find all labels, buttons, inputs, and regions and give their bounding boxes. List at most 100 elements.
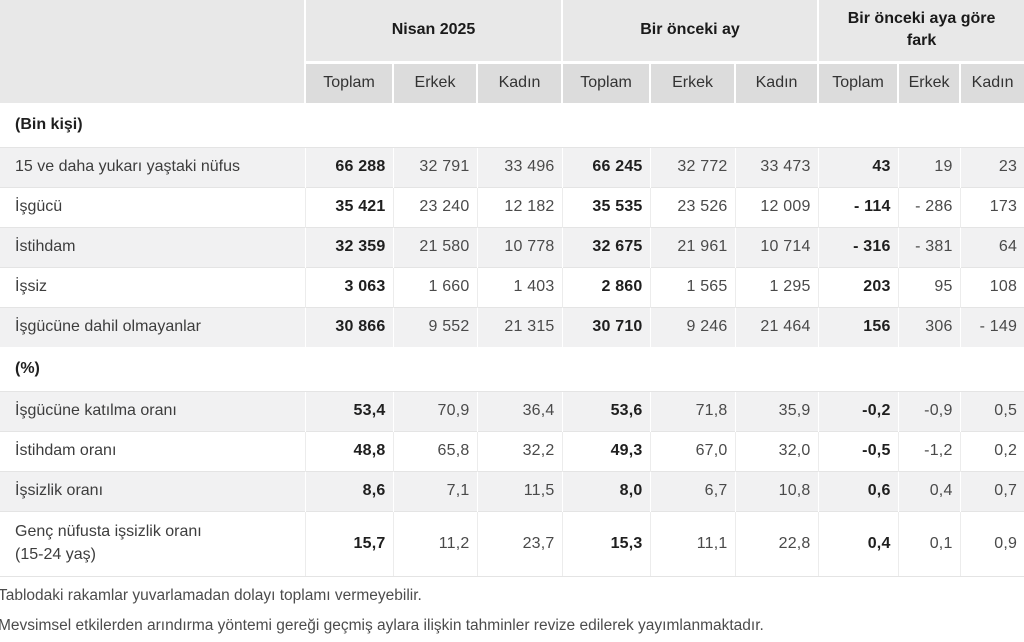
value-cell: 23,7 bbox=[476, 510, 563, 577]
subheader-kadin: Kadın bbox=[959, 60, 1024, 103]
value-cell: 19 bbox=[897, 146, 961, 187]
value-cell: 64 bbox=[959, 226, 1024, 267]
value-cell: 33 473 bbox=[734, 146, 819, 187]
row-label: İşsizlik oranı bbox=[0, 470, 305, 511]
labour-statistics-table: Nisan 2025 Bir önceki ay Bir önceki aya … bbox=[0, 0, 1024, 577]
subheader-erkek: Erkek bbox=[897, 60, 961, 103]
subheader-toplam: Toplam bbox=[561, 60, 651, 103]
table-row: İşgücüne katılma oranı 53,4 70,9 36,4 53… bbox=[0, 390, 1024, 431]
table-row: 15 ve daha yukarı yaştaki nüfus 66 288 3… bbox=[0, 146, 1024, 187]
value-cell: -0,2 bbox=[817, 390, 899, 431]
value-cell: 33 496 bbox=[476, 146, 563, 187]
value-cell: 10,8 bbox=[734, 470, 819, 511]
value-cell: 23 240 bbox=[392, 186, 477, 227]
row-label: 15 ve daha yukarı yaştaki nüfus bbox=[0, 146, 305, 187]
value-cell: 35 535 bbox=[561, 186, 651, 227]
value-cell: 0,6 bbox=[817, 470, 899, 511]
value-cell: 21 961 bbox=[649, 226, 736, 267]
value-cell: 2 860 bbox=[561, 266, 651, 307]
value-cell: 32 791 bbox=[392, 146, 477, 187]
row-label: İşgücüne dahil olmayanlar bbox=[0, 306, 305, 347]
value-cell: 10 714 bbox=[734, 226, 819, 267]
value-cell: 8,6 bbox=[304, 470, 393, 511]
value-cell: 1 660 bbox=[392, 266, 477, 307]
value-cell: 71,8 bbox=[649, 390, 736, 431]
value-cell: - 381 bbox=[897, 226, 961, 267]
value-cell: 12 009 bbox=[734, 186, 819, 227]
value-cell: 23 bbox=[959, 146, 1024, 187]
value-cell: 0,4 bbox=[817, 510, 899, 577]
value-cell: 108 bbox=[959, 266, 1024, 307]
value-cell: 66 288 bbox=[304, 146, 393, 187]
value-cell: 22,8 bbox=[734, 510, 819, 577]
value-cell: 32 772 bbox=[649, 146, 736, 187]
subheader-toplam: Toplam bbox=[304, 60, 393, 103]
value-cell: 8,0 bbox=[561, 470, 651, 511]
footnotes: Tablodaki rakamlar yuvarlamadan dolayı t… bbox=[0, 577, 1024, 636]
value-cell: 0,4 bbox=[897, 470, 961, 511]
value-cell: 3 063 bbox=[304, 266, 393, 307]
value-cell: 21 464 bbox=[734, 306, 819, 347]
value-cell: 0,9 bbox=[959, 510, 1024, 577]
value-cell: 66 245 bbox=[561, 146, 651, 187]
column-group-difference: Bir önceki aya göre fark bbox=[817, 0, 1024, 62]
value-cell: 0,5 bbox=[959, 390, 1024, 431]
value-cell: 23 526 bbox=[649, 186, 736, 227]
value-cell: 32,2 bbox=[476, 430, 563, 471]
value-cell: 15,7 bbox=[304, 510, 393, 577]
value-cell: 9 246 bbox=[649, 306, 736, 347]
row-label-line2: (15-24 yaş) bbox=[15, 545, 96, 563]
subheader-erkek: Erkek bbox=[392, 60, 477, 103]
column-group-nisan-2025: Nisan 2025 bbox=[303, 0, 563, 62]
section-title: (%) bbox=[0, 347, 1024, 391]
value-cell: 32 359 bbox=[304, 226, 393, 267]
value-cell: 306 bbox=[897, 306, 961, 347]
column-subheader-row: Toplam Erkek Kadın Toplam Erkek Kadın To… bbox=[0, 60, 1024, 103]
value-cell: 21 580 bbox=[392, 226, 477, 267]
value-cell: 11,2 bbox=[392, 510, 477, 577]
value-cell: 0,2 bbox=[959, 430, 1024, 471]
row-label: İstihdam oranı bbox=[0, 430, 305, 471]
value-cell: 53,6 bbox=[561, 390, 651, 431]
value-cell: 30 710 bbox=[561, 306, 651, 347]
table-row: İşgücü 35 421 23 240 12 182 35 535 23 52… bbox=[0, 186, 1024, 227]
value-cell: 48,8 bbox=[304, 430, 393, 471]
footnote-revision: Mevsimsel etkilerden arındırma yöntemi g… bbox=[0, 616, 764, 634]
column-group-previous-month: Bir önceki ay bbox=[561, 0, 819, 62]
value-cell: 35,9 bbox=[734, 390, 819, 431]
table-row: İşgücüne dahil olmayanlar 30 866 9 552 2… bbox=[0, 306, 1024, 347]
table-row: İşsiz 3 063 1 660 1 403 2 860 1 565 1 29… bbox=[0, 266, 1024, 307]
value-cell: 1 295 bbox=[734, 266, 819, 307]
section-title: (Bin kişi) bbox=[0, 103, 1024, 147]
value-cell: 12 182 bbox=[476, 186, 563, 227]
row-label: Genç nüfusta işsizlik oranı (15-24 yaş) bbox=[0, 510, 305, 577]
value-cell: - 316 bbox=[817, 226, 899, 267]
row-label: İşsiz bbox=[0, 266, 305, 307]
subheader-toplam: Toplam bbox=[817, 60, 899, 103]
value-cell: 11,1 bbox=[649, 510, 736, 577]
value-cell: 53,4 bbox=[304, 390, 393, 431]
value-cell: 35 421 bbox=[304, 186, 393, 227]
section-header-row-bin-kisi: (Bin kişi) bbox=[0, 103, 1024, 147]
value-cell: -0,9 bbox=[897, 390, 961, 431]
value-cell: 43 bbox=[817, 146, 899, 187]
value-cell: 1 565 bbox=[649, 266, 736, 307]
value-cell: 67,0 bbox=[649, 430, 736, 471]
row-label: İstihdam bbox=[0, 226, 305, 267]
row-label: İşgücü bbox=[0, 186, 305, 227]
subheader-erkek: Erkek bbox=[649, 60, 736, 103]
value-cell: 36,4 bbox=[476, 390, 563, 431]
value-cell: 32 675 bbox=[561, 226, 651, 267]
value-cell: - 114 bbox=[817, 186, 899, 227]
value-cell: - 286 bbox=[897, 186, 961, 227]
value-cell: 30 866 bbox=[304, 306, 393, 347]
value-cell: 0,1 bbox=[897, 510, 961, 577]
value-cell: 7,1 bbox=[392, 470, 477, 511]
value-cell: 9 552 bbox=[392, 306, 477, 347]
value-cell: 10 778 bbox=[476, 226, 563, 267]
value-cell: 203 bbox=[817, 266, 899, 307]
value-cell: 70,9 bbox=[392, 390, 477, 431]
row-label: İşgücüne katılma oranı bbox=[0, 390, 305, 431]
value-cell: -0,5 bbox=[817, 430, 899, 471]
table-row: İşsizlik oranı 8,6 7,1 11,5 8,0 6,7 10,8… bbox=[0, 470, 1024, 511]
